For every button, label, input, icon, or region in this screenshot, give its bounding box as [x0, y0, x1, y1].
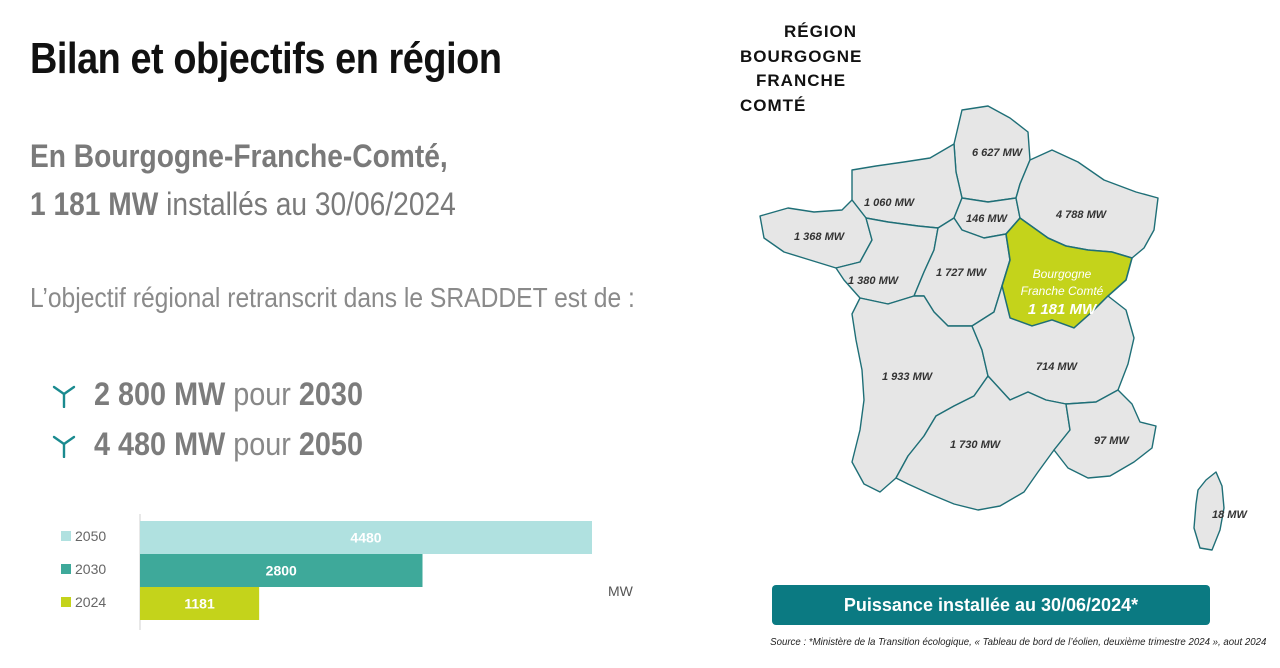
logo-line-2: BOURGOGNE — [740, 46, 863, 66]
legend-swatch — [61, 531, 71, 541]
category-label: 2030 — [75, 561, 106, 577]
region-corse — [1193, 471, 1225, 551]
wind-turbine-icon — [52, 385, 76, 408]
region-label: 1 380 MW — [848, 275, 900, 287]
bar-value-label: 4480 — [350, 530, 381, 546]
summary: En Bourgogne-Franche-Comté, 1 181 MW ins… — [30, 132, 456, 228]
region-label: 6 627 MW — [972, 147, 1024, 159]
legend-swatch — [61, 597, 71, 607]
bar-2050 — [140, 521, 592, 554]
summary-line-2: 1 181 MW installés au 30/06/2024 — [30, 180, 456, 228]
region-label: 18 MW — [1212, 509, 1248, 521]
target-year: 2030 — [298, 376, 363, 412]
unit-label: MW — [608, 583, 634, 599]
region-logo: RÉGION BOURGOGNE FRANCHE COMTÉ — [740, 20, 862, 118]
highlight-name-line-1: Bourgogne — [1033, 267, 1092, 281]
wind-turbine-icon — [52, 435, 76, 458]
logo-line-1: RÉGION — [784, 22, 858, 41]
bar-2024 — [140, 587, 260, 620]
region-label: 1 730 MW — [950, 439, 1002, 451]
map-caption-banner: Puissance installée au 30/06/2024* — [772, 585, 1210, 625]
category-label: 2050 — [75, 528, 106, 544]
source-note: Source : *Ministère de la Transition éco… — [769, 636, 1266, 648]
target-text: 4 480 MW pour 2050 — [94, 426, 363, 463]
objective-label: L’objectif régional retranscrit dans le … — [30, 282, 635, 313]
region-label: 1 933 MW — [882, 371, 934, 383]
target-text: 2 800 MW pour 2030 — [94, 376, 363, 413]
region-paca — [1053, 389, 1157, 479]
target-2030: 2 800 MW pour 2030 — [52, 376, 393, 413]
target-value: 2 800 MW — [94, 376, 226, 412]
region-label: 1 727 MW — [936, 267, 988, 279]
region-label: 1 060 MW — [864, 197, 916, 209]
highlight-value: 1 181 MW — [1028, 301, 1098, 318]
france-map: .rg { fill: #e6e6e6; stroke: #1f6f77; st… — [748, 100, 1268, 570]
page-title: Bilan et objectifs en région — [30, 34, 502, 83]
category-label: 2024 — [75, 594, 106, 610]
region-label: 97 MW — [1094, 435, 1130, 447]
target-connector: pour — [225, 426, 299, 462]
bar-chart-svg: 4480 2050 2800 2030 1181 2024 MW — [61, 514, 634, 630]
summary-line-2-rest: installés au 30/06/2024 — [158, 186, 456, 222]
bar-2030 — [140, 554, 423, 587]
bar-value-label: 1181 — [184, 596, 215, 612]
highlight-name-line-2: Franche Comté — [1021, 284, 1104, 298]
region-label: 146 MW — [966, 213, 1009, 225]
legend-swatch — [61, 564, 71, 574]
target-2050: 4 480 MW pour 2050 — [52, 426, 393, 463]
region-label: 714 MW — [1036, 361, 1079, 373]
summary-line-1: En Bourgogne-Franche-Comté, — [30, 138, 448, 174]
region-label: 1 368 MW — [794, 231, 846, 243]
target-value: 4 480 MW — [94, 426, 226, 462]
bar-chart: 4480 2050 2800 2030 1181 2024 MW — [0, 500, 700, 640]
installed-capacity: 1 181 MW — [30, 186, 159, 222]
logo-line-3: FRANCHE — [756, 71, 847, 90]
france-map-svg: .rg { fill: #e6e6e6; stroke: #1f6f77; st… — [759, 105, 1248, 551]
target-connector: pour — [225, 376, 299, 412]
bar-value-label: 2800 — [266, 563, 297, 579]
region-occitanie — [895, 375, 1071, 511]
logo-line-4: COMTÉ — [740, 95, 807, 115]
region-normandie — [851, 143, 963, 229]
region-label: 4 788 MW — [1055, 209, 1108, 221]
target-year: 2050 — [298, 426, 363, 462]
